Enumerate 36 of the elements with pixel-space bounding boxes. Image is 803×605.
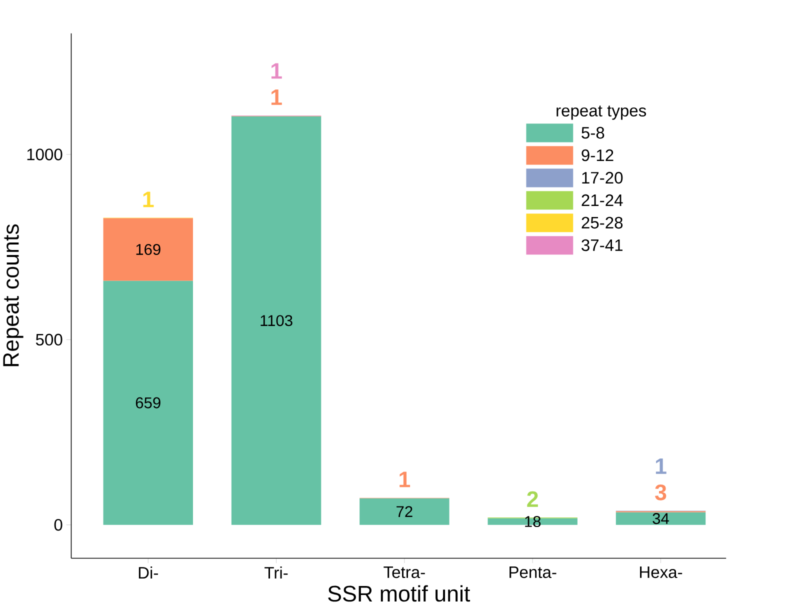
data-label: 1: [656, 458, 666, 474]
data-label: 1: [271, 63, 282, 79]
bar: [103, 218, 193, 281]
data-label: 1: [143, 192, 154, 208]
data-label: 18: [525, 516, 541, 528]
x-tick-label: Di-: [138, 566, 158, 579]
data-label: 72: [396, 506, 412, 518]
y-tick-label: 0: [54, 519, 62, 531]
bar: [360, 498, 450, 525]
data-label: 1103: [260, 315, 292, 326]
data-label: 169: [136, 244, 160, 256]
legend-label: 17-20: [582, 172, 623, 184]
y-tick-label: 1000: [27, 148, 62, 160]
x-tick-label: Tetra-: [384, 566, 425, 578]
legend-label: 25-28: [582, 216, 623, 229]
x-tick-label: Hexa-: [640, 566, 682, 578]
data-label: 3: [655, 484, 666, 500]
data-label: 659: [136, 397, 160, 408]
x-tick-label: Penta-: [510, 566, 556, 578]
data-label: 34: [652, 513, 669, 524]
y-tick-label: 500: [36, 334, 62, 346]
y-axis-title: Repeat counts: [3, 224, 24, 366]
x-tick-label: Tri-: [264, 566, 288, 579]
data-label: 2: [527, 491, 538, 507]
legend-title: repeat types: [556, 106, 646, 120]
legend-label: 5-8: [582, 126, 604, 139]
legend-label: 9-12: [582, 149, 614, 162]
bar: [616, 512, 706, 525]
legend-label: 21-24: [582, 194, 623, 206]
bar: [488, 518, 578, 525]
x-axis-title: SSR motif unit: [328, 585, 470, 602]
legend-label: 37-41: [582, 239, 622, 252]
data-label: 1: [271, 90, 282, 105]
bar: [103, 280, 193, 525]
bar: [231, 116, 322, 525]
data-label: 1: [400, 472, 410, 488]
